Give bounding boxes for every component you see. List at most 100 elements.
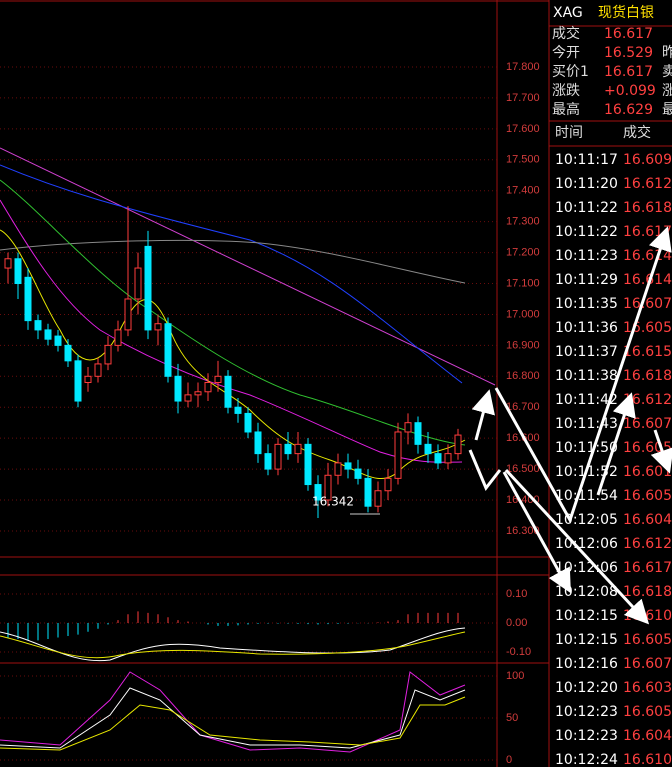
trade-price: 16.605 xyxy=(623,632,672,648)
candle-body xyxy=(414,422,422,445)
annotation-arrows xyxy=(468,226,672,625)
trade-time: 10:12:05 xyxy=(555,512,618,528)
candle-body xyxy=(14,258,22,285)
grid: 17.800 17.700 17.600 17.500 17.400 17.300 17.2… xyxy=(0,61,540,537)
candle-body xyxy=(294,443,302,455)
quote-label: 买价1 xyxy=(552,64,589,80)
candles xyxy=(4,206,462,518)
candle-body xyxy=(354,468,362,479)
macd-lines xyxy=(0,627,466,662)
quote-side-label: 涨 xyxy=(662,83,672,99)
trade-time: 10:11:38 xyxy=(555,368,618,384)
candle-body xyxy=(224,375,232,408)
candle-body xyxy=(254,431,262,455)
candle-body xyxy=(164,323,172,377)
trade-price: 16.610 xyxy=(623,752,672,767)
candle-body xyxy=(204,381,212,393)
trade-price: 16.604 xyxy=(623,728,672,744)
trade-time: 10:12:23 xyxy=(555,728,618,744)
price-tick-label: 16.700 xyxy=(506,401,540,413)
candle-body xyxy=(144,245,152,331)
candle-body xyxy=(454,434,462,455)
candle-body xyxy=(104,344,112,365)
candle-body xyxy=(64,344,72,362)
candle-body xyxy=(324,474,332,501)
kdj-tick-label: 50 xyxy=(506,712,518,724)
trade-time: 10:12:15 xyxy=(555,608,618,624)
candle-body xyxy=(434,453,442,464)
trade-price: 16.612 xyxy=(623,536,672,552)
trade-time: 10:11:20 xyxy=(555,176,618,192)
trade-time: 10:12:16 xyxy=(555,656,618,672)
kdj-tick-label: 0 xyxy=(506,754,512,766)
trade-time: 10:11:50 xyxy=(555,440,618,456)
price-tick-label: 17.200 xyxy=(506,246,540,258)
quote-label: 涨跌 xyxy=(552,83,580,99)
candle-body xyxy=(124,298,132,331)
price-tick-label: 17.100 xyxy=(506,277,540,289)
candle-body xyxy=(284,443,292,455)
trade-price: 16.614 xyxy=(623,248,672,264)
candle-body xyxy=(194,391,202,396)
candle-body xyxy=(54,335,62,346)
kdj-tick-label: 100 xyxy=(506,670,524,682)
trade-price: 16.615 xyxy=(623,344,672,360)
candle-body xyxy=(244,412,252,433)
trade-price: 16.617 xyxy=(623,560,672,576)
candle-body xyxy=(364,477,372,507)
candle-body xyxy=(344,462,352,470)
macd-panel: 0.10 0.00 -0.10 xyxy=(0,588,531,658)
candle-body xyxy=(184,394,192,402)
candle-body xyxy=(334,462,342,476)
moving-averages xyxy=(0,147,496,480)
candle-body xyxy=(274,443,282,470)
quote-side-label: 卖 xyxy=(662,64,672,80)
trade-price: 16.614 xyxy=(623,272,672,288)
trade-time: 10:11:23 xyxy=(555,248,618,264)
trade-time: 10:12:23 xyxy=(555,704,618,720)
candle-body xyxy=(114,329,122,346)
quote-value: +0.099 xyxy=(604,83,656,99)
candle-body xyxy=(394,431,402,479)
price-tick-label: 17.000 xyxy=(506,308,540,320)
price-tick-label: 16.500 xyxy=(506,463,540,475)
trade-time: 10:11:22 xyxy=(555,224,618,240)
candle-body xyxy=(314,484,322,501)
quote-label: 最高 xyxy=(552,101,580,118)
macd-tick-label: 0.10 xyxy=(506,588,527,600)
candle-body xyxy=(214,375,222,383)
trade-time: 10:12:08 xyxy=(555,584,618,600)
price-tick-label: 17.300 xyxy=(506,216,540,228)
trade-price: 16.610 xyxy=(623,608,672,624)
trade-time: 10:11:22 xyxy=(555,200,618,216)
quote-side-label: 最 xyxy=(662,102,672,118)
trade-price: 16.603 xyxy=(623,680,672,696)
macd-tick-label: -0.10 xyxy=(506,646,531,658)
candle-body xyxy=(34,320,42,331)
trade-price: 16.605 xyxy=(623,488,672,504)
trade-price: 16.601 xyxy=(623,464,672,480)
candle-body xyxy=(384,477,392,492)
quote-label: 成交 xyxy=(552,25,580,42)
trade-price: 16.604 xyxy=(623,512,672,528)
quote-value: 16.629 xyxy=(604,102,653,118)
trade-time: 10:11:29 xyxy=(555,272,618,288)
price-tick-label: 17.400 xyxy=(506,185,540,197)
candle-body xyxy=(374,490,382,507)
quote-value: 16.529 xyxy=(604,45,653,61)
candle-body xyxy=(84,375,92,383)
trade-price: 16.609 xyxy=(623,152,672,168)
candle-body xyxy=(404,422,412,433)
trade-price: 16.605 xyxy=(623,704,672,720)
trade-price: 16.618 xyxy=(623,200,672,216)
trade-price: 16.612 xyxy=(623,176,672,192)
candle-body xyxy=(4,258,12,269)
symbol: XAG xyxy=(553,5,583,21)
kdj-lines xyxy=(0,671,466,753)
price-tick-label: 16.300 xyxy=(506,525,540,537)
price-tick-label: 17.700 xyxy=(506,92,540,104)
price-tick-label: 17.500 xyxy=(506,154,540,166)
